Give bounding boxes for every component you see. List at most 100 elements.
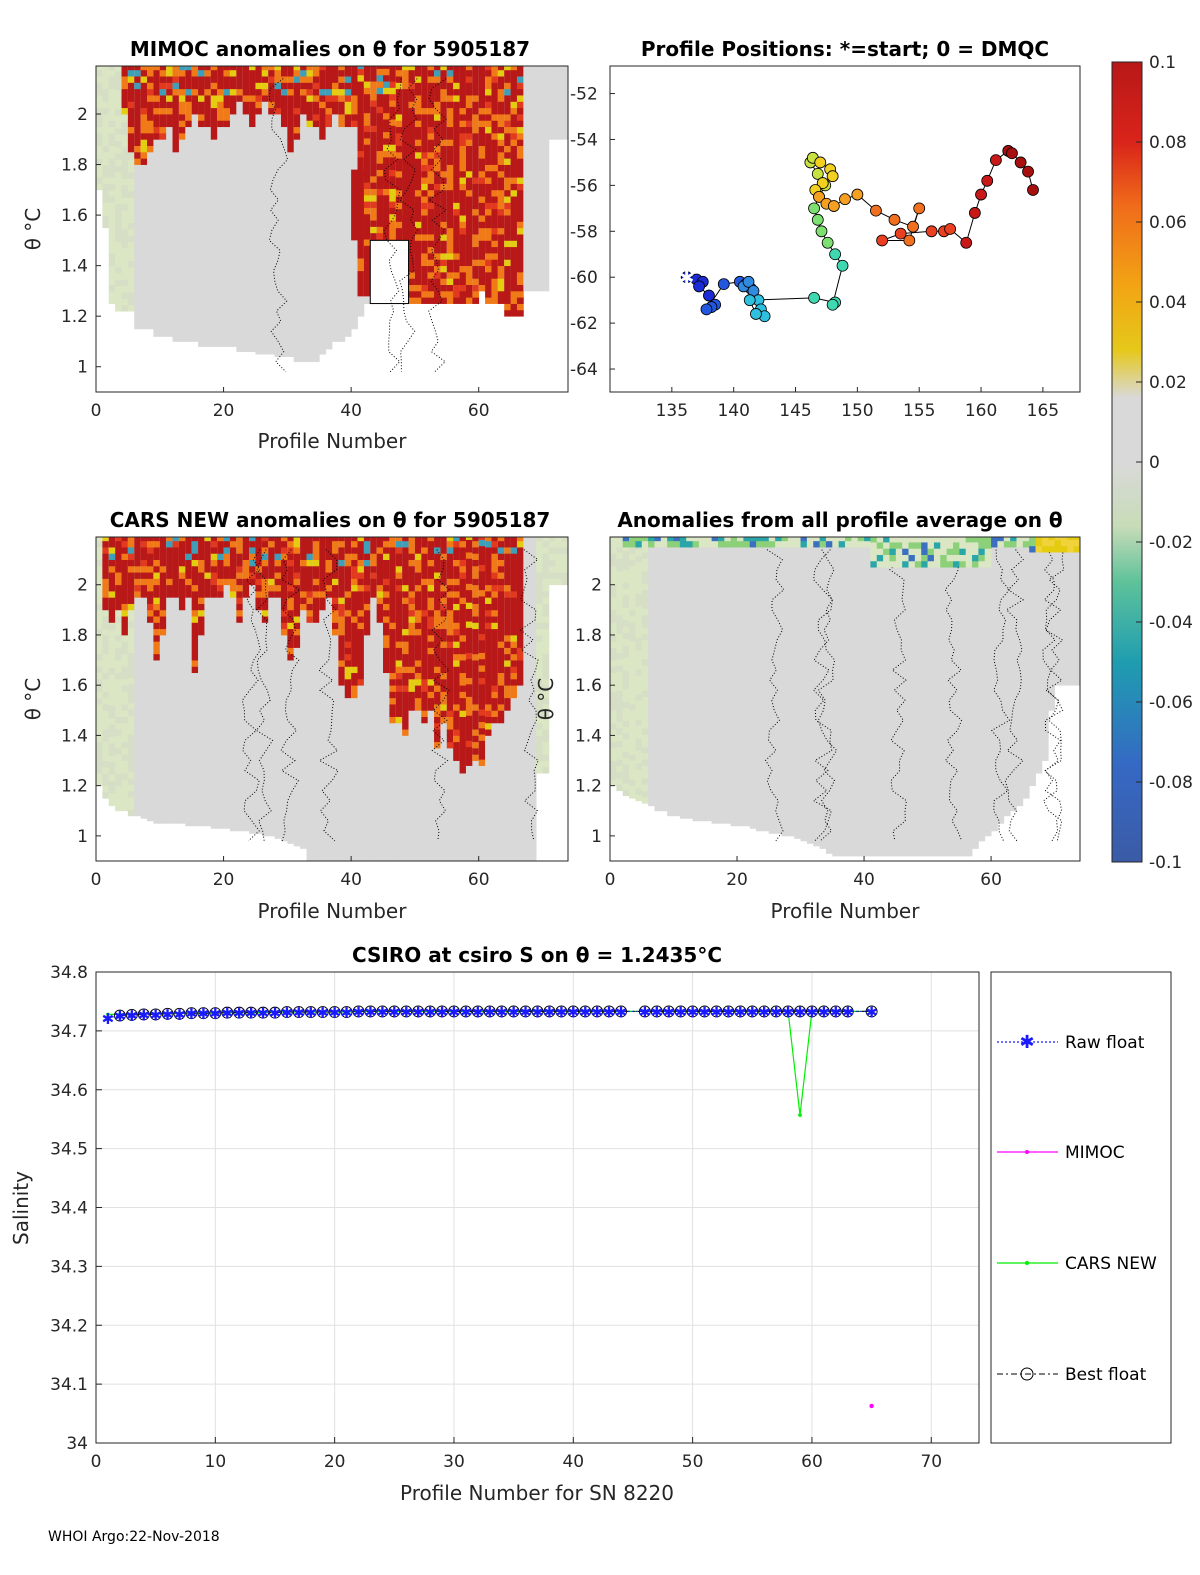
heat-cell <box>427 208 435 216</box>
heat-cell <box>134 164 142 172</box>
heat-cell <box>306 153 314 160</box>
heat-cell <box>127 721 135 729</box>
heat-cell <box>363 270 371 278</box>
heat-cell <box>370 156 378 164</box>
heat-cell <box>147 808 154 815</box>
heat-cell <box>446 145 454 153</box>
heat-cell <box>274 325 282 332</box>
heat-cell <box>115 647 122 655</box>
heat-cell <box>357 239 365 246</box>
heat-cell <box>287 299 295 307</box>
heat-cell <box>108 290 116 298</box>
heat-cell <box>261 335 269 342</box>
heat-cell <box>497 82 505 90</box>
heat-cell <box>440 253 448 260</box>
heat-cell <box>159 779 167 787</box>
heat-cell <box>338 259 346 267</box>
heat-cell <box>140 761 148 769</box>
heat-cell <box>312 222 320 230</box>
heat-cell <box>198 340 205 347</box>
heat-cell <box>121 292 129 299</box>
heat-cell <box>185 76 193 83</box>
heat-cell <box>383 112 390 120</box>
heat-cell <box>465 170 473 178</box>
heat-cell <box>414 114 422 121</box>
heat-cell <box>510 290 518 298</box>
heat-cell <box>434 202 441 210</box>
heat-cell <box>198 156 205 164</box>
heat-cell <box>121 597 129 604</box>
heat-cell <box>108 661 116 669</box>
heat-cell <box>306 140 314 148</box>
heat-cell <box>102 565 110 573</box>
heat-cell <box>127 646 135 653</box>
heat-cell <box>497 120 505 128</box>
heat-cell <box>121 710 129 717</box>
heat-cell <box>427 246 435 254</box>
heat-cell <box>121 229 129 236</box>
heat-cell <box>140 227 148 235</box>
heat-cell <box>255 253 263 260</box>
heat-cell <box>217 194 224 202</box>
heat-cell <box>370 74 378 82</box>
heat-cell <box>217 120 224 128</box>
heat-cell <box>159 304 167 312</box>
heat-cell <box>210 220 218 227</box>
heat-cell <box>427 177 435 184</box>
heat-cell <box>548 88 556 96</box>
heat-cell <box>287 114 295 121</box>
heat-cell <box>357 93 365 101</box>
heat-cell <box>434 145 441 153</box>
heat-cell <box>325 159 333 167</box>
heat-cell <box>147 69 154 77</box>
heat-cell <box>140 221 148 229</box>
heat-cell <box>478 278 486 285</box>
heat-cell <box>497 101 505 109</box>
heat-cell <box>427 221 435 229</box>
heat-cell <box>542 145 550 153</box>
heat-cell <box>127 746 135 754</box>
heat-cell <box>325 153 333 160</box>
heat-cell <box>159 132 167 140</box>
heat-cell <box>229 226 237 234</box>
heat-cell <box>491 290 499 298</box>
heat-cell <box>459 284 467 292</box>
heat-cell <box>134 120 142 128</box>
heat-cell <box>153 126 161 134</box>
heat-cell <box>153 685 161 692</box>
heat-cell <box>229 66 237 71</box>
heat-cell <box>134 746 142 754</box>
heat-cell <box>210 308 218 316</box>
heat-cell <box>178 316 186 323</box>
heat-cell <box>274 268 282 275</box>
heat-cell <box>178 259 186 267</box>
heat-cell <box>478 246 486 254</box>
heat-cell <box>147 565 154 573</box>
heat-cell <box>351 290 358 298</box>
heat-cell <box>236 263 244 270</box>
heat-cell <box>127 120 135 128</box>
heat-cell <box>280 280 288 288</box>
profile-position-point <box>944 223 957 235</box>
heat-cell <box>287 69 295 77</box>
heat-cell <box>210 295 218 303</box>
heat-cell <box>242 218 250 226</box>
heat-cell <box>204 289 212 297</box>
heat-cell <box>178 101 186 109</box>
heat-cell <box>229 175 237 183</box>
heat-cell <box>383 66 390 69</box>
heat-cell <box>472 132 480 140</box>
heat-cell <box>147 177 154 184</box>
heat-cell <box>159 159 167 167</box>
heat-cell <box>261 227 269 235</box>
heat-cell <box>134 297 142 304</box>
heat-cell <box>185 145 193 153</box>
heat-cell <box>389 119 397 126</box>
heat-cell <box>191 246 199 254</box>
heat-cell <box>261 196 269 203</box>
heat-cell <box>338 177 346 184</box>
heat-cell <box>319 177 327 184</box>
heat-cell <box>325 172 333 179</box>
heat-cell <box>280 179 288 187</box>
heat-cell <box>300 304 307 312</box>
